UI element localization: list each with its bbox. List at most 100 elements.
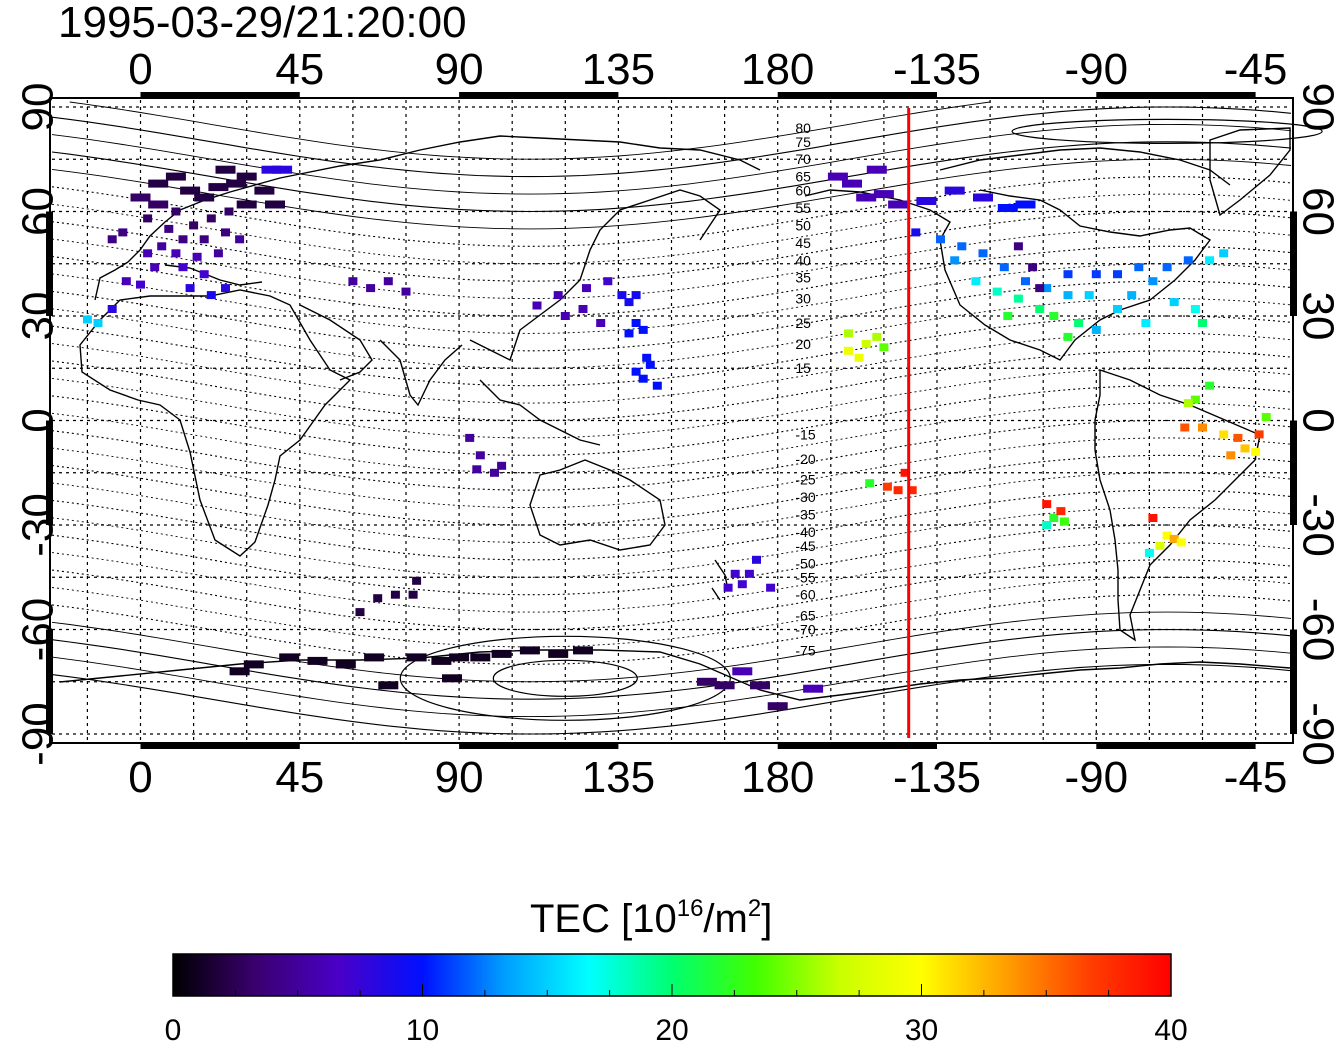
tec-point bbox=[638, 325, 648, 334]
tec-point bbox=[1021, 277, 1030, 286]
coastline-africa bbox=[79, 289, 352, 557]
tec-point bbox=[631, 291, 641, 300]
coastline-canada-arctic bbox=[939, 147, 1231, 186]
tec-point bbox=[750, 681, 770, 690]
tec-point bbox=[470, 653, 491, 662]
tec-point bbox=[93, 319, 103, 327]
tec-point bbox=[143, 214, 153, 223]
tec-point bbox=[997, 204, 1018, 212]
lat-tick-label-right: -30 bbox=[1294, 493, 1343, 557]
tec-point bbox=[944, 186, 965, 195]
axis-bar-top bbox=[1096, 92, 1256, 99]
tec-point bbox=[1219, 430, 1229, 439]
tec-point bbox=[449, 653, 470, 662]
coastline-greenland bbox=[1209, 127, 1291, 217]
tec-point bbox=[431, 656, 452, 665]
maglat-contour bbox=[51, 263, 1292, 334]
tec-point bbox=[1190, 305, 1200, 313]
tec-point bbox=[1059, 517, 1069, 526]
tec-point bbox=[866, 165, 887, 174]
tec-point bbox=[992, 287, 1002, 296]
tec-point bbox=[465, 433, 475, 442]
coastline-south-america bbox=[1094, 369, 1261, 642]
maglat-contour bbox=[51, 298, 1292, 369]
maglat-label: -55 bbox=[795, 569, 815, 585]
map-grid bbox=[52, 100, 1291, 741]
maglat-contour bbox=[51, 594, 1292, 665]
colorbar-tick-label: 20 bbox=[655, 1014, 688, 1047]
maglat-label: -70 bbox=[795, 622, 815, 638]
tec-point bbox=[171, 249, 181, 258]
tec-point bbox=[472, 465, 482, 474]
tec-point bbox=[1240, 444, 1250, 453]
coastlines bbox=[59, 127, 1291, 701]
tec-point bbox=[1198, 423, 1207, 432]
tec-point bbox=[624, 329, 634, 338]
tec-point bbox=[582, 284, 591, 293]
tec-point bbox=[1141, 319, 1151, 327]
tec-point bbox=[1049, 514, 1059, 522]
tec-point bbox=[497, 461, 507, 470]
north-pole-contour bbox=[1011, 118, 1323, 144]
svg-text:TEC [1016/m2]: TEC [1016/m2] bbox=[530, 895, 772, 941]
maglat-contour bbox=[51, 541, 1292, 613]
colorbar-label-end: ] bbox=[761, 897, 772, 941]
tec-point bbox=[213, 249, 223, 258]
tec-point bbox=[148, 179, 169, 188]
tec-point bbox=[957, 242, 967, 251]
tec-point bbox=[1113, 305, 1122, 313]
tec-point bbox=[390, 590, 400, 599]
tec-point bbox=[1183, 256, 1193, 265]
tec-point bbox=[1074, 319, 1084, 327]
tec-point bbox=[215, 165, 236, 174]
lon-tick-label-top: -45 bbox=[1224, 45, 1288, 94]
tec-point bbox=[348, 277, 358, 286]
tec-point bbox=[235, 235, 245, 244]
tec-point bbox=[1233, 433, 1243, 442]
tec-point bbox=[226, 179, 247, 188]
tec-point bbox=[1134, 263, 1144, 272]
tec-point bbox=[911, 228, 921, 237]
maglat-contour bbox=[51, 663, 1292, 735]
maglat-label: 25 bbox=[795, 315, 811, 331]
maglat-contour bbox=[51, 437, 1292, 509]
tec-point bbox=[412, 576, 422, 585]
tec-point bbox=[143, 249, 153, 258]
tec-point bbox=[532, 301, 542, 310]
lat-tick-label-left: -90 bbox=[14, 702, 63, 766]
maglat-contour bbox=[51, 524, 1292, 596]
tec-point bbox=[519, 646, 540, 655]
tec-point bbox=[873, 190, 894, 199]
maglat-label: 50 bbox=[795, 217, 811, 233]
tec-point bbox=[261, 165, 282, 174]
coastline-north-america bbox=[804, 189, 1212, 361]
colorbar-label-sup2: 2 bbox=[748, 895, 761, 922]
tec-point bbox=[1127, 291, 1137, 300]
tec-point bbox=[1261, 413, 1271, 421]
tec-point bbox=[364, 653, 385, 662]
tec-point bbox=[1035, 305, 1045, 313]
tec-point bbox=[1042, 521, 1052, 529]
tec-point bbox=[645, 360, 655, 369]
maglat-contour bbox=[51, 454, 1292, 526]
tec-point bbox=[1148, 277, 1158, 286]
lon-tick-label-top: -135 bbox=[893, 45, 981, 94]
tec-point bbox=[631, 319, 641, 327]
tec-point bbox=[1198, 319, 1207, 327]
maglat-contour bbox=[51, 176, 1292, 247]
maglat-contour bbox=[51, 646, 1292, 718]
tec-point bbox=[865, 479, 875, 488]
maglat-label: 35 bbox=[795, 270, 811, 286]
tec-point bbox=[355, 608, 365, 617]
maglat-label: -35 bbox=[795, 507, 815, 523]
maglat-contour bbox=[51, 419, 1292, 491]
lat-tick-label-right: 90 bbox=[1294, 82, 1343, 131]
colorbar-ticks: 0 10 20 30 40 bbox=[165, 984, 1188, 1047]
colorbar-label-main: TEC [10 bbox=[530, 897, 677, 941]
tec-point bbox=[1049, 312, 1059, 320]
tec-point bbox=[192, 252, 202, 261]
maglat-label: -45 bbox=[795, 538, 815, 554]
tec-point bbox=[1091, 270, 1101, 279]
